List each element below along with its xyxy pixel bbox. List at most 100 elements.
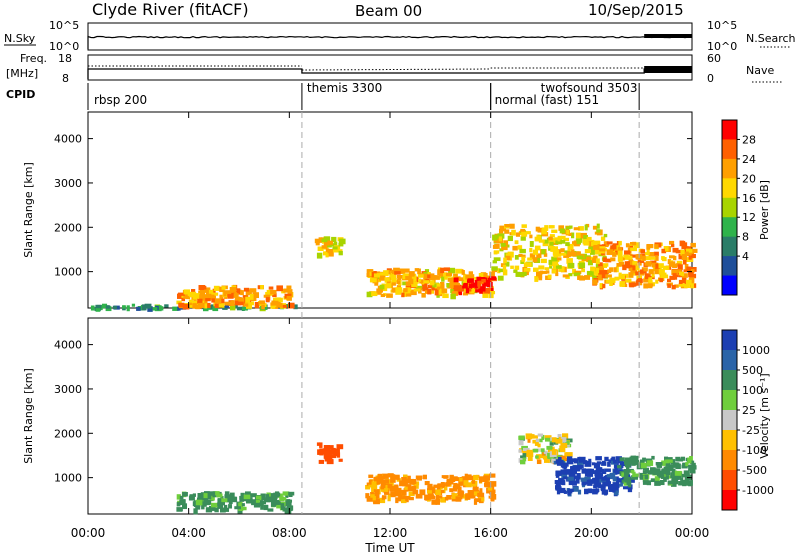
power-echo-cell	[659, 278, 664, 283]
power-echo-cell	[503, 240, 509, 246]
velocity-echo-cell	[429, 487, 436, 494]
velocity-echo-cell	[222, 507, 230, 512]
velocity-echo-cell	[220, 498, 228, 503]
velocity-echo-cell	[642, 457, 646, 462]
power-echo-cell	[489, 271, 495, 278]
velocity-echo-cell	[189, 494, 195, 500]
power-echo-cell	[524, 271, 529, 276]
power-echo-cell	[551, 256, 558, 262]
velocity-echo-cell	[568, 472, 576, 478]
velocity-colorbar-tick-label: 100	[742, 384, 763, 397]
velocity-echo-cell	[617, 465, 622, 469]
power-colorbar-swatch	[722, 275, 737, 296]
power-colorbar-swatch	[722, 256, 737, 277]
power-echo-cell	[540, 258, 547, 264]
velocity-echo-cell	[390, 491, 396, 498]
velocity-echo-cell	[228, 500, 233, 505]
power-echo-cell	[455, 268, 463, 274]
power-echo-cell	[230, 304, 236, 311]
velocity-echo-cell	[557, 434, 562, 440]
power-echo-cell	[245, 296, 251, 303]
power-echo-cell	[661, 256, 665, 260]
power-echo-cell	[234, 296, 240, 301]
velocity-echo-cell	[650, 478, 655, 483]
velocity-echo-cell	[627, 486, 633, 493]
velocity-echo-cell	[671, 468, 676, 473]
velocity-echo-cell	[577, 456, 581, 461]
power-echo-cell	[650, 260, 657, 265]
velocity-echo-cell	[614, 466, 618, 471]
velocity-echo-cell	[464, 473, 468, 478]
velocity-echo-cell	[587, 481, 593, 486]
power-echo-cell	[549, 234, 555, 238]
power-echo-cell	[551, 241, 559, 245]
power-echo-cell	[261, 304, 265, 310]
power-echo-cell	[502, 264, 507, 271]
velocity-echo-cell	[216, 504, 224, 509]
velocity-echo-cell	[372, 496, 376, 501]
velocity-echo-cell	[260, 493, 266, 500]
velocity-echo-cell	[201, 494, 205, 501]
velocity-echo-cell	[683, 470, 690, 475]
velocity-echo-cell	[220, 501, 225, 506]
power-echo-cell	[442, 293, 449, 299]
velocity-echo-cell	[323, 448, 331, 452]
power-echo-cell	[677, 269, 682, 273]
velocity-echo-cell	[319, 442, 323, 448]
power-echo-cell	[571, 249, 575, 254]
power-ylabel: Slant Range [km]	[22, 162, 35, 258]
power-echo-cell	[649, 256, 656, 260]
velocity-echo-cell	[274, 499, 281, 505]
power-echo-cell	[628, 264, 635, 269]
power-echo-cell	[565, 242, 570, 247]
velocity-echo-cell	[568, 479, 575, 486]
power-echo-cell	[197, 298, 203, 304]
power-echo-cell	[468, 283, 473, 289]
velocity-echo-cell	[201, 504, 205, 510]
power-echo-cell	[643, 283, 648, 289]
velocity-echo-cell	[371, 487, 376, 493]
velocity-echo-cell	[555, 470, 562, 476]
cpid-dashed-lines	[301, 112, 640, 514]
power-echo-cell	[564, 250, 571, 257]
velocity-echo-cell	[470, 495, 476, 499]
velocity-echo-cell	[176, 502, 181, 507]
power-echo-cell	[655, 263, 661, 269]
power-echo-cell	[651, 273, 655, 278]
nave-tick-bottom: 0	[707, 72, 714, 85]
power-echo-cell	[584, 249, 591, 254]
power-echo-cell	[555, 273, 559, 277]
velocity-echo-cell	[534, 440, 539, 446]
power-echo-cell	[440, 281, 445, 287]
velocity-echo-cell	[604, 456, 609, 462]
velocity-echo-cell	[519, 435, 525, 439]
power-echo-cell	[548, 259, 555, 265]
power-echo-cell	[212, 288, 216, 295]
power-echo-cell	[321, 245, 328, 249]
power-echo-cell	[252, 292, 260, 299]
power-echo-cell	[483, 279, 490, 286]
power-echo-cell	[595, 249, 602, 255]
power-echo-cell	[521, 254, 526, 258]
power-echo-cell	[403, 268, 410, 273]
power-echo-cell	[529, 234, 533, 239]
velocity-echo-cell	[401, 497, 407, 504]
velocity-echo-cell	[608, 487, 616, 492]
velocity-echo-cell	[382, 473, 389, 480]
power-echo-cell	[394, 271, 401, 275]
velocity-echo-cell	[217, 502, 221, 507]
velocity-echo-cell	[318, 459, 325, 464]
power-echo-cell	[498, 236, 503, 242]
power-echo-cell	[548, 238, 556, 243]
velocity-echo-cell	[451, 493, 458, 499]
velocity-echo-cell	[639, 475, 646, 480]
power-echo-cell	[520, 228, 526, 233]
velocity-echo-cell	[631, 460, 636, 466]
velocity-echo-cell	[239, 495, 244, 502]
velocity-echo-cell	[176, 494, 181, 500]
velocity-echo-cell	[402, 495, 407, 500]
power-echo-cell	[498, 268, 506, 273]
cpid-name: rbsp 200	[94, 93, 147, 107]
velocity-echo-cell	[665, 475, 669, 480]
